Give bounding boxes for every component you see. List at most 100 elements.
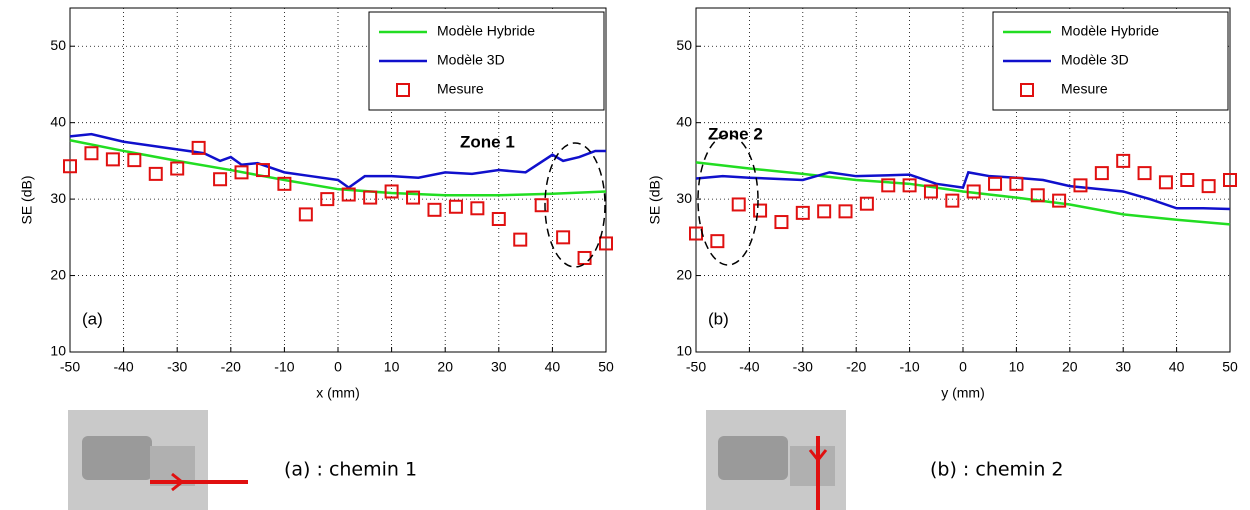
legend-label: Modèle Hybride — [1061, 23, 1159, 39]
y-tick-label: 20 — [50, 266, 66, 282]
axes-frame — [695, 7, 1231, 353]
legend-swatch — [1020, 83, 1034, 97]
data-point — [1201, 179, 1216, 194]
data-point — [774, 215, 789, 230]
panel-label: (b) — [708, 309, 729, 328]
legend-label: Modèle 3D — [1061, 52, 1129, 68]
data-point — [277, 176, 292, 191]
x-tick-label: -10 — [899, 359, 919, 375]
y-axis-label: SE (dB) — [19, 175, 35, 224]
data-point — [710, 234, 725, 249]
y-tick-label: 30 — [676, 190, 692, 206]
photo — [68, 410, 248, 510]
data-point — [320, 192, 335, 207]
x-tick-label: 10 — [1009, 359, 1025, 375]
x-axis-label: y (mm) — [941, 385, 985, 401]
series-line — [695, 170, 1231, 211]
data-point — [945, 193, 960, 208]
annotation-ellipse — [697, 134, 759, 266]
data-point — [513, 232, 528, 247]
y-axis-label: SE (dB) — [647, 175, 663, 224]
data-point — [384, 184, 399, 199]
x-tick-label: -30 — [167, 359, 187, 375]
legend-label: Mesure — [437, 81, 484, 97]
y-tick-label: 40 — [50, 113, 66, 129]
data-point — [1073, 178, 1088, 193]
data-point — [795, 205, 810, 220]
series-line — [695, 161, 1231, 226]
photo — [706, 410, 846, 510]
series-line — [69, 139, 607, 197]
x-tick-label: 20 — [1062, 359, 1078, 375]
annotation: Zone 1 — [460, 132, 515, 151]
x-tick-label: 20 — [437, 359, 453, 375]
data-point — [923, 184, 938, 199]
data-point — [881, 178, 896, 193]
legend-swatch — [396, 83, 410, 97]
x-tick-label: 0 — [334, 359, 342, 375]
y-tick-label: 40 — [676, 113, 692, 129]
data-point — [491, 211, 506, 226]
data-point — [817, 204, 832, 219]
x-tick-label: -10 — [274, 359, 294, 375]
x-tick-label: 0 — [959, 359, 967, 375]
data-point — [1094, 166, 1109, 181]
x-tick-label: -40 — [113, 359, 133, 375]
caption: (b) : chemin 2 — [930, 459, 1064, 481]
data-point — [427, 202, 442, 217]
data-point — [105, 152, 120, 167]
x-tick-label: 10 — [384, 359, 400, 375]
data-point — [213, 172, 228, 187]
data-point — [234, 165, 249, 180]
data-point — [63, 159, 77, 174]
x-tick-label: 50 — [598, 359, 614, 375]
y-tick-label: 10 — [676, 343, 692, 359]
data-point — [966, 184, 981, 199]
data-point — [838, 204, 853, 219]
data-point — [363, 190, 378, 205]
data-point — [1052, 193, 1067, 208]
panel-label: (a) — [82, 309, 103, 328]
data-point — [731, 197, 746, 212]
data-point — [406, 190, 421, 205]
x-axis-label: x (mm) — [316, 385, 360, 401]
data-point — [1180, 173, 1195, 187]
data-point — [1009, 176, 1024, 191]
data-point — [534, 198, 549, 213]
x-tick-label: -30 — [793, 359, 813, 375]
data-point — [859, 196, 874, 211]
data-point — [84, 146, 99, 161]
data-point — [470, 201, 485, 216]
x-tick-label: -20 — [846, 359, 866, 375]
data-point — [1116, 153, 1131, 168]
data-point — [599, 236, 613, 251]
data-point — [170, 161, 185, 176]
x-tick-label: -20 — [221, 359, 241, 375]
legend-label: Modèle 3D — [437, 52, 505, 68]
y-tick-label: 50 — [676, 37, 692, 53]
legend-label: Mesure — [1061, 81, 1108, 97]
data-point — [298, 207, 313, 222]
x-tick-label: -40 — [739, 359, 759, 375]
data-point — [902, 178, 917, 193]
data-point — [341, 187, 356, 202]
y-tick-label: 10 — [50, 343, 66, 359]
x-tick-label: 50 — [1222, 359, 1238, 375]
annotation-ellipse — [544, 142, 606, 268]
y-tick-label: 50 — [50, 37, 66, 53]
y-tick-label: 30 — [50, 190, 66, 206]
data-point — [191, 140, 206, 155]
data-point — [148, 166, 163, 181]
x-tick-label: -50 — [60, 359, 80, 375]
x-tick-label: 30 — [491, 359, 507, 375]
x-tick-label: -50 — [686, 359, 706, 375]
data-point — [127, 153, 142, 168]
data-point — [1223, 173, 1237, 187]
data-point — [448, 199, 463, 214]
data-point — [1030, 188, 1045, 203]
x-tick-label: 40 — [545, 359, 561, 375]
data-point — [255, 163, 270, 178]
data-point — [988, 176, 1003, 191]
caption: (a) : chemin 1 — [284, 459, 417, 481]
